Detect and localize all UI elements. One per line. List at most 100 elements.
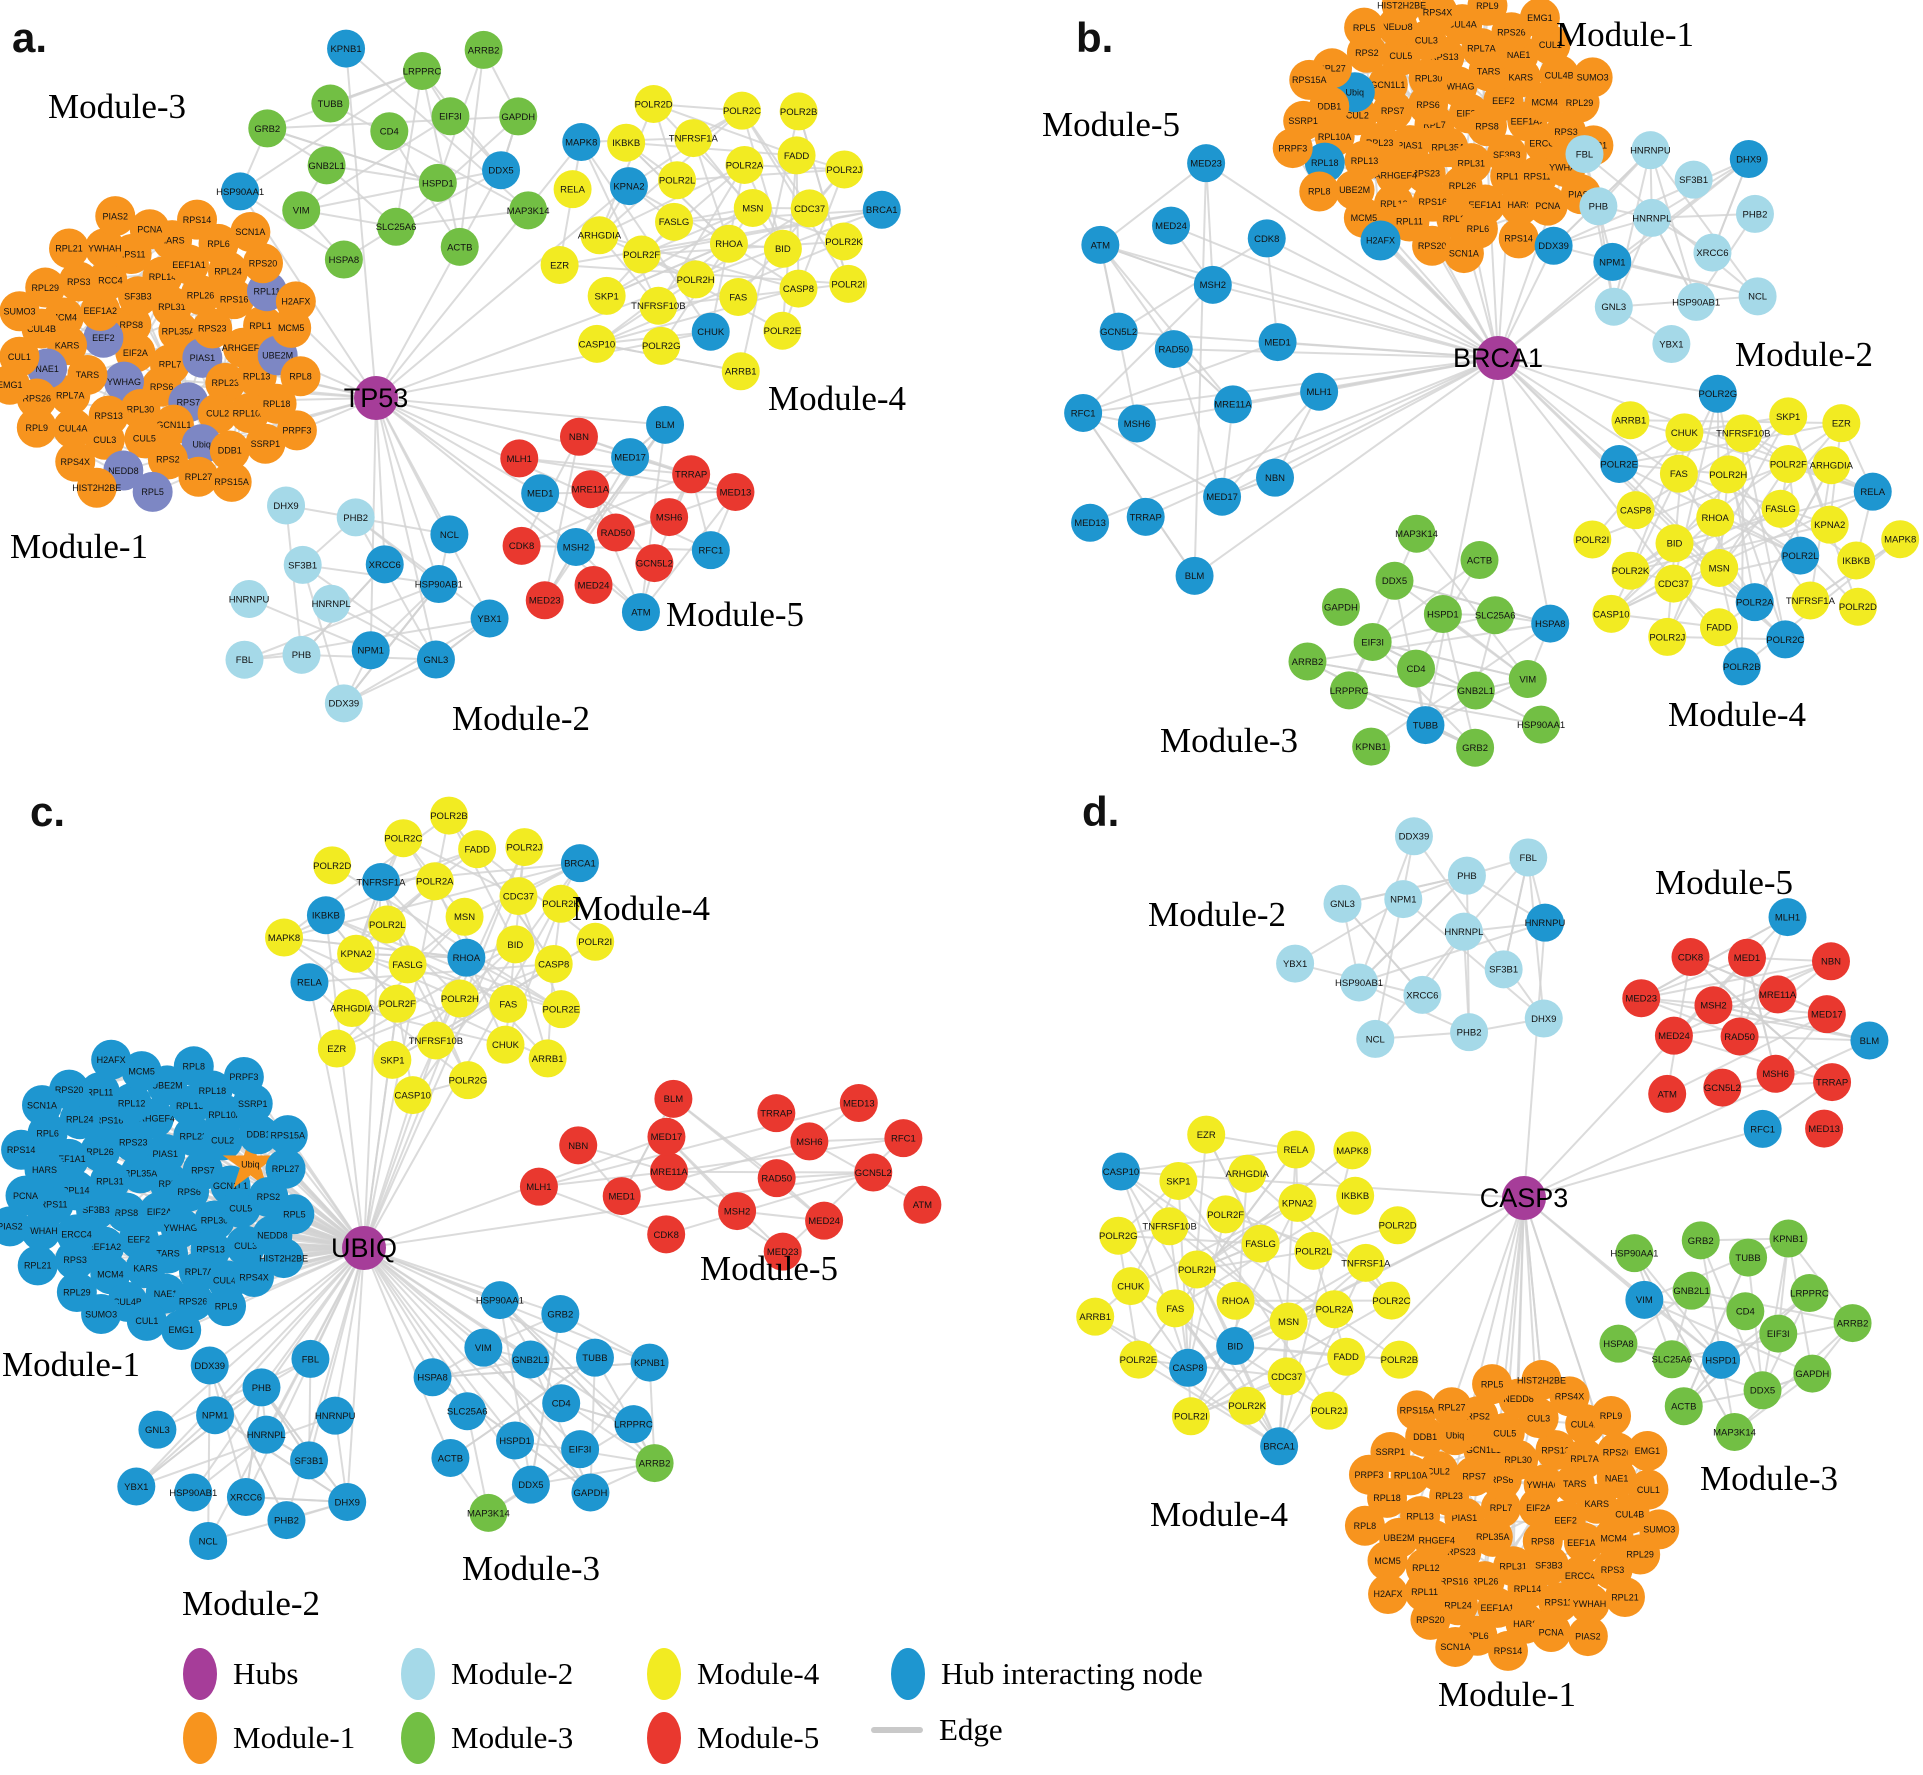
node-label: PRPF3 [282, 426, 311, 436]
node-label: POLR2K [825, 237, 863, 248]
node-label: RPL7A [56, 390, 85, 400]
node-circle [1346, 1243, 1385, 1282]
node-circle [1573, 520, 1612, 559]
node-label: Ubiq [192, 439, 211, 449]
node-circle [1327, 1337, 1366, 1376]
node-RPS14: RPS14 [1, 1129, 42, 1170]
node-circle [649, 1152, 688, 1191]
node-circle [1881, 520, 1920, 559]
hub-edge [1266, 237, 1499, 359]
node-label: RPS7 [191, 1165, 215, 1175]
hub-edge [308, 982, 365, 1249]
nodes-layer: CD4HSPD1GNB2L1EIF3ISLC25A6TUBBDDX5VIMLRP… [0, 0, 1920, 1671]
module-label: Module-2 [182, 1584, 320, 1623]
node-MED1: MED1 [602, 1177, 641, 1216]
node-POLR2A: POLR2A [725, 145, 764, 184]
node-circle [1628, 1469, 1669, 1510]
node-label: TNFRSF10B [1716, 429, 1770, 440]
node-ARHGDIA: ARHGDIA [1810, 446, 1854, 485]
node-circle [1833, 1304, 1872, 1343]
edge [1120, 1170, 1400, 1361]
node-label: CASP8 [538, 959, 569, 970]
node-label: VIM [293, 206, 310, 217]
node-label: VIM [1636, 1295, 1653, 1306]
edge [1099, 244, 1234, 405]
node-label: HNRNPL [1632, 213, 1671, 224]
node-label: NBN [1265, 473, 1285, 484]
node-circle [763, 1232, 802, 1271]
node-circle [1384, 880, 1423, 919]
node-circle [580, 216, 619, 255]
node-YBX1: YBX1 [117, 1467, 156, 1506]
node-HSP90AB1: HSP90AB1 [1672, 282, 1720, 321]
edge [1100, 243, 1214, 286]
legend-label: Edge [939, 1712, 1003, 1747]
node-circle [226, 1478, 265, 1517]
node-label: ARHGEF4 [1374, 170, 1417, 180]
edge [538, 1102, 860, 1188]
node-circle [120, 389, 161, 430]
node-circle [373, 1040, 412, 1079]
node-CASP10: CASP10 [393, 1076, 432, 1115]
node-RPL5: RPL5 [1472, 1364, 1513, 1405]
hub-edge [1523, 1197, 1543, 1381]
node-KPNB1: KPNB1 [1352, 727, 1391, 766]
node-MED23: MED23 [1187, 144, 1226, 183]
node-label: RPL9 [1600, 1411, 1623, 1421]
node-POLR2E: POLR2E [763, 311, 802, 350]
node-label: EEF2 [1554, 1516, 1577, 1526]
node-circle [147, 439, 188, 480]
node-label: FADD [1706, 623, 1731, 634]
node-ARRB2: ARRB2 [635, 1444, 674, 1483]
node-POLR2A: POLR2A [415, 862, 454, 901]
node-label: RPS8 [1475, 121, 1499, 131]
node-label: NCL [1748, 292, 1767, 303]
node-HNRNPL: HNRNPL [247, 1415, 286, 1454]
edge [1713, 1004, 1870, 1042]
legend-label: Module-4 [697, 1656, 820, 1691]
node-circle [1375, 155, 1416, 196]
node-label: RFC1 [891, 1134, 916, 1145]
node-label: RPS11 [1545, 1598, 1573, 1608]
node-label: HNRNPU [1630, 146, 1671, 157]
legend-item-edge: Edge [871, 1712, 1003, 1748]
node-label: EEF1A2 [88, 1242, 122, 1252]
node-circle [562, 123, 601, 162]
node-label: ARRB1 [1079, 1312, 1111, 1323]
node-EMG1: EMG1 [0, 364, 30, 405]
node-label: POLR2L [659, 176, 695, 187]
node-label: POLR2J [1649, 632, 1685, 643]
node-circle [1336, 1176, 1375, 1215]
edge [1341, 903, 1424, 996]
edge [1583, 153, 1759, 298]
node-label: YWHAG [1440, 81, 1474, 91]
node-label: BLM [655, 420, 675, 431]
node-RFC1: RFC1 [1064, 393, 1103, 432]
node-HIST2H2BE: HIST2H2BE [1517, 1360, 1566, 1401]
node-GRB2: GRB2 [248, 109, 287, 148]
node-circle [280, 356, 321, 397]
node-label: RPL30 [1504, 1455, 1532, 1465]
node-circle [1203, 477, 1242, 516]
edge [1612, 260, 1758, 298]
node-label: EEF2 [92, 333, 115, 343]
node-circle [351, 631, 390, 670]
node-ARRB1: ARRB1 [1611, 401, 1650, 440]
node-label: POLR2C [384, 834, 422, 845]
node-label: CD4 [552, 1399, 571, 1410]
node-POLR2B: POLR2B [779, 92, 818, 131]
node-label: NPM1 [202, 1411, 228, 1422]
node-label: NAE1 [35, 364, 59, 374]
node-POLR2J: POLR2J [1310, 1391, 1349, 1430]
node-label: EIF2A [1526, 1503, 1551, 1513]
node-circle [1171, 1397, 1210, 1436]
node-label: HSPA8 [1603, 1339, 1633, 1350]
edge [543, 436, 580, 601]
node-label: HARS [32, 1165, 57, 1175]
node-circle [1216, 1281, 1255, 1320]
node-label: RPL24 [1444, 1600, 1472, 1610]
legend-item-module-4: Module-4 [647, 1648, 819, 1700]
node-MED1: MED1 [1727, 938, 1766, 977]
node-NPM1: NPM1 [1593, 242, 1632, 281]
